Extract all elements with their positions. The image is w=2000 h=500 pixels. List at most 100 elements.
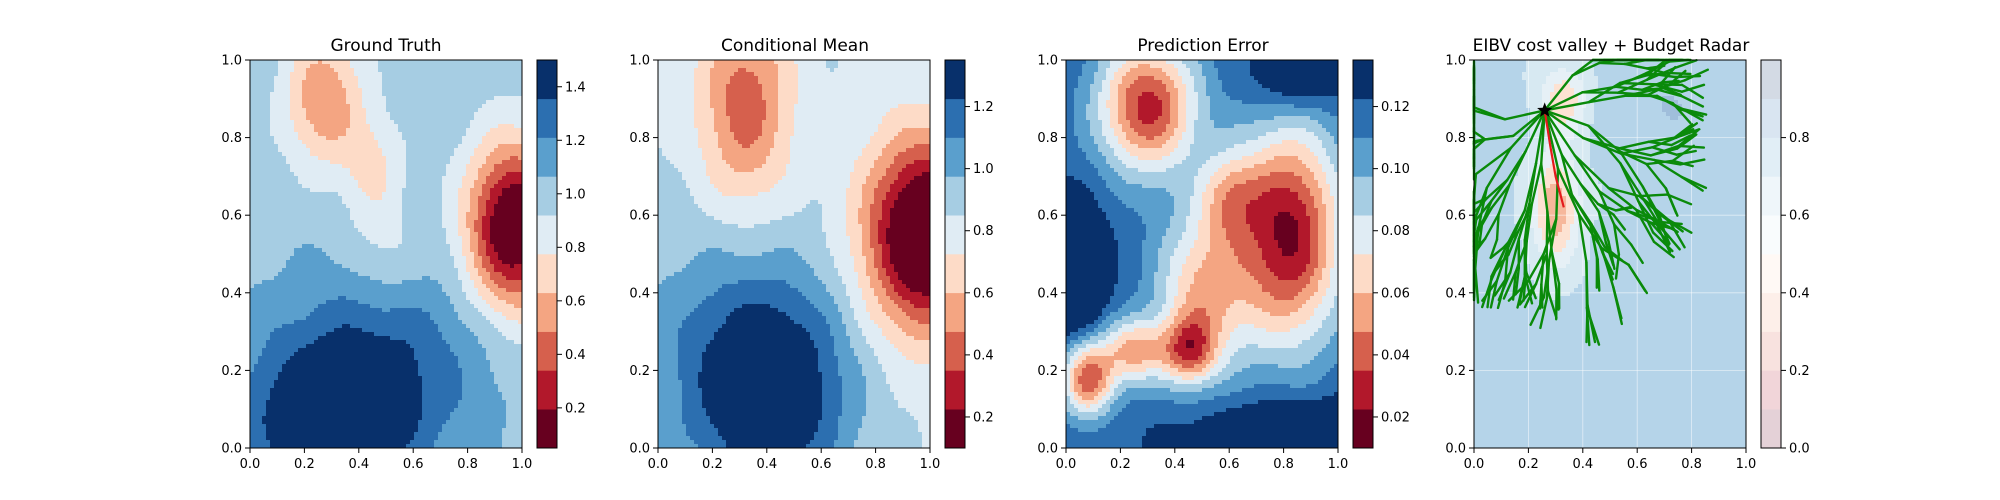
heatmap-cell (370, 284, 375, 289)
heatmap-cell (334, 120, 339, 125)
heatmap-cell (350, 252, 355, 257)
heatmap-cell (254, 176, 259, 181)
heatmap-cell (426, 72, 431, 77)
heatmap-cell (454, 192, 459, 197)
heatmap-cell (310, 288, 315, 293)
heatmap-cell (402, 260, 407, 265)
heatmap-cell (414, 340, 419, 345)
heatmap-cell (422, 140, 427, 145)
heatmap-cell (258, 288, 263, 293)
heatmap-cell (330, 304, 335, 309)
heatmap-cell (434, 104, 439, 109)
heatmap-cell (398, 392, 403, 397)
heatmap-cell (302, 404, 307, 409)
heatmap-cell (278, 88, 283, 93)
heatmap-cell (254, 416, 259, 421)
heatmap-cell (350, 120, 355, 125)
heatmap-cell (422, 176, 427, 181)
heatmap-cell (398, 296, 403, 301)
heatmap-cell (314, 128, 319, 133)
heatmap-cell (426, 312, 431, 317)
heatmap-cell (330, 276, 335, 281)
heatmap-cell (286, 140, 291, 145)
heatmap-cell (306, 64, 311, 69)
heatmap-cell (442, 324, 447, 329)
heatmap-cell (318, 68, 323, 73)
heatmap-cell (338, 348, 343, 353)
heatmap-cell (426, 396, 431, 401)
heatmap-cell (430, 156, 435, 161)
heatmap-cell (386, 356, 391, 361)
heatmap-cell (354, 408, 359, 413)
heatmap-cell (298, 160, 303, 165)
heatmap-cell (266, 248, 271, 253)
heatmap-cell (374, 344, 379, 349)
heatmap-cell (378, 364, 383, 369)
heatmap-cell (342, 124, 347, 129)
heatmap-cell (334, 264, 339, 269)
heatmap-cell (358, 260, 363, 265)
heatmap-cell (254, 396, 259, 401)
heatmap-cell (374, 264, 379, 269)
heatmap-cell (290, 340, 295, 345)
heatmap-cell (306, 352, 311, 357)
heatmap-cell (434, 128, 439, 133)
heatmap-cell (326, 176, 331, 181)
heatmap-cell (354, 432, 359, 437)
heatmap-cell (378, 440, 383, 445)
heatmap-cell (370, 72, 375, 77)
heatmap-cell (306, 160, 311, 165)
heatmap-cell (454, 80, 459, 85)
heatmap-cell (258, 356, 263, 361)
heatmap-cell (402, 352, 407, 357)
heatmap-cell (302, 140, 307, 145)
heatmap-cell (418, 68, 423, 73)
heatmap-cell (426, 108, 431, 113)
heatmap-cell (274, 80, 279, 85)
heatmap-cell (426, 432, 431, 437)
heatmap-cell (410, 180, 415, 185)
heatmap-cell (270, 352, 275, 357)
heatmap-cell (374, 132, 379, 137)
heatmap-cell (334, 88, 339, 93)
heatmap-cell (438, 428, 443, 433)
heatmap-cell (254, 356, 259, 361)
heatmap-cell (378, 312, 383, 317)
heatmap-cell (342, 380, 347, 385)
heatmap-cell (290, 60, 295, 65)
heatmap-cell (446, 408, 451, 413)
heatmap-cell (286, 232, 291, 237)
heatmap-cell (410, 344, 415, 349)
heatmap-cell (274, 84, 279, 89)
heatmap-cell (358, 68, 363, 73)
heatmap-cell (334, 368, 339, 373)
heatmap-cell (274, 316, 279, 321)
heatmap-cell (394, 392, 399, 397)
heatmap-cell (322, 68, 327, 73)
heatmap-cell (450, 368, 455, 373)
heatmap-cell (282, 252, 287, 257)
heatmap-cell (274, 268, 279, 273)
heatmap-cell (346, 312, 351, 317)
heatmap-cell (438, 120, 443, 125)
heatmap-cell (354, 236, 359, 241)
heatmap-cell (322, 384, 327, 389)
heatmap-cell (250, 412, 255, 417)
heatmap-cell (358, 368, 363, 373)
heatmap-cell (426, 380, 431, 385)
heatmap-cell (318, 416, 323, 421)
heatmap-cell (362, 204, 367, 209)
heatmap-cell (314, 196, 319, 201)
heatmap-cell (386, 428, 391, 433)
heatmap-cell (262, 196, 267, 201)
heatmap-cell (390, 92, 395, 97)
heatmap-cell (322, 156, 327, 161)
heatmap-cell (302, 100, 307, 105)
heatmap-cell (322, 392, 327, 397)
heatmap-cell (370, 104, 375, 109)
heatmap-cell (414, 92, 419, 97)
heatmap-cell (354, 84, 359, 89)
heatmap-cell (326, 432, 331, 437)
heatmap-cell (322, 160, 327, 165)
heatmap-cell (318, 96, 323, 101)
